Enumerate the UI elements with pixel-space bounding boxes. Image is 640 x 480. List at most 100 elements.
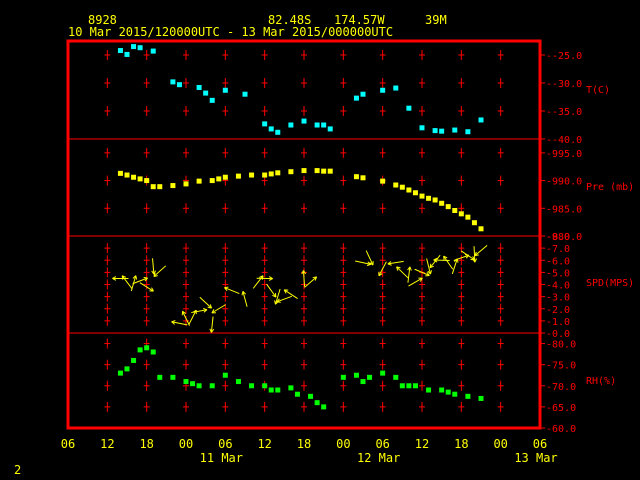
wind-arrow-head — [396, 266, 399, 271]
wind-arrow-shaft — [460, 250, 475, 261]
plot-frame — [66, 39, 542, 430]
wind-arrow-head — [367, 261, 372, 265]
wind-arrow-head — [144, 277, 148, 282]
wind-arrow-head — [171, 321, 175, 325]
wind-arrow-head — [121, 275, 124, 280]
pressure-point — [117, 170, 123, 176]
wind-arrow-head — [407, 266, 411, 271]
pressure-point — [327, 168, 333, 174]
x-tick-label: 12 — [415, 437, 429, 451]
pressure-point — [235, 173, 241, 179]
wind-arrow — [301, 270, 307, 287]
wind-arrow-shaft — [191, 309, 208, 314]
panel-label: SPD(MPS) — [586, 278, 634, 289]
wind-arrow — [408, 277, 423, 287]
wind-arrow-head — [314, 276, 318, 281]
wind-arrow-head — [151, 287, 154, 292]
wind-arrow — [112, 276, 129, 281]
rh-point — [340, 374, 346, 380]
rh-point — [235, 379, 241, 385]
wind-arrow-head — [135, 275, 138, 280]
wind-arrow-head — [303, 270, 307, 275]
temp-point — [170, 79, 176, 85]
wind-arrow-shaft — [407, 266, 411, 283]
pressure-point — [426, 195, 432, 201]
wind-arrow-head — [261, 275, 264, 280]
temp-point — [176, 82, 182, 88]
x-tick-label: 00 — [493, 437, 507, 451]
rh-point — [426, 387, 432, 393]
wind-arrow-head — [426, 272, 430, 276]
wind-arrow — [171, 320, 188, 326]
wind-arrow-head — [268, 276, 273, 280]
wind-arrow-head — [474, 251, 477, 256]
panel-label: RH(%) — [586, 376, 616, 387]
temp-point — [117, 48, 123, 54]
rh-point — [353, 372, 359, 378]
pressure-point — [150, 184, 156, 190]
wind-arrow-head — [429, 263, 432, 268]
wind-arrow-shaft — [224, 287, 240, 295]
temp-point — [196, 84, 202, 90]
wind-arrow-head — [210, 328, 215, 333]
wind-arrow — [276, 295, 293, 303]
wind-arrow-head — [433, 259, 438, 263]
y-tick-label: -6.0 — [546, 256, 570, 267]
rh-point — [380, 370, 386, 376]
wind-arrow — [199, 296, 212, 309]
wind-arrow-shaft — [474, 245, 488, 257]
wind-arrow-head — [409, 266, 412, 271]
wind-arrow — [414, 268, 430, 277]
pressure-point — [432, 197, 438, 203]
wind-arrow — [153, 265, 167, 278]
temp-point — [209, 97, 215, 103]
wind-arrow-head — [112, 276, 117, 279]
y-tick-label: --35.0 — [546, 107, 582, 118]
wind-arrow-shaft — [274, 288, 281, 305]
wind-arrow-head — [182, 310, 187, 314]
wind-arrow-head — [274, 300, 276, 305]
wind-arrow-shaft — [365, 250, 374, 266]
wind-arrow-head — [274, 293, 277, 298]
temp-point — [242, 91, 248, 97]
wind-arrow — [209, 316, 215, 333]
wind-arrow-shaft — [283, 289, 298, 299]
wind-arrow-head — [276, 298, 280, 303]
y-tick-label: -990.0 — [546, 177, 582, 188]
y-tick-label: -70.0 — [546, 382, 576, 393]
rh-point — [399, 383, 405, 389]
wind-arrow — [266, 283, 277, 298]
pressure-point — [288, 169, 294, 175]
wind-arrow-shaft — [171, 321, 188, 326]
temp-point — [314, 122, 320, 128]
wind-arrow-shaft — [276, 295, 293, 303]
pressure-point — [183, 181, 189, 187]
wind-arrow-head — [207, 306, 212, 309]
wind-arrow-head — [312, 276, 317, 279]
rh-point — [465, 393, 471, 399]
temp-point — [360, 91, 366, 97]
wind-arrow — [151, 258, 156, 275]
y-tick-label: -5.0 — [546, 268, 570, 279]
rh-point — [262, 383, 268, 389]
wind-arrow — [426, 258, 432, 275]
rh-point — [137, 347, 143, 353]
temp-point — [478, 117, 484, 123]
temp-point — [275, 129, 281, 135]
wind-arrow-head — [301, 270, 304, 275]
pressure-point — [458, 211, 464, 217]
pressure-point — [360, 175, 366, 181]
x-tick-label: 06 — [533, 437, 547, 451]
wind-arrow-shaft — [473, 246, 476, 263]
x-day-label: 13 Mar — [514, 451, 557, 465]
pressure-point — [412, 190, 418, 196]
wind-arrow-head — [276, 301, 281, 303]
rh-point — [124, 366, 130, 372]
rh-point — [190, 381, 196, 387]
y-tick-label: --25.0 — [546, 51, 582, 62]
wind-arrow-head — [153, 272, 156, 277]
wind-arrow — [387, 260, 404, 266]
temp-point — [393, 85, 399, 91]
pressure-point — [445, 204, 451, 210]
